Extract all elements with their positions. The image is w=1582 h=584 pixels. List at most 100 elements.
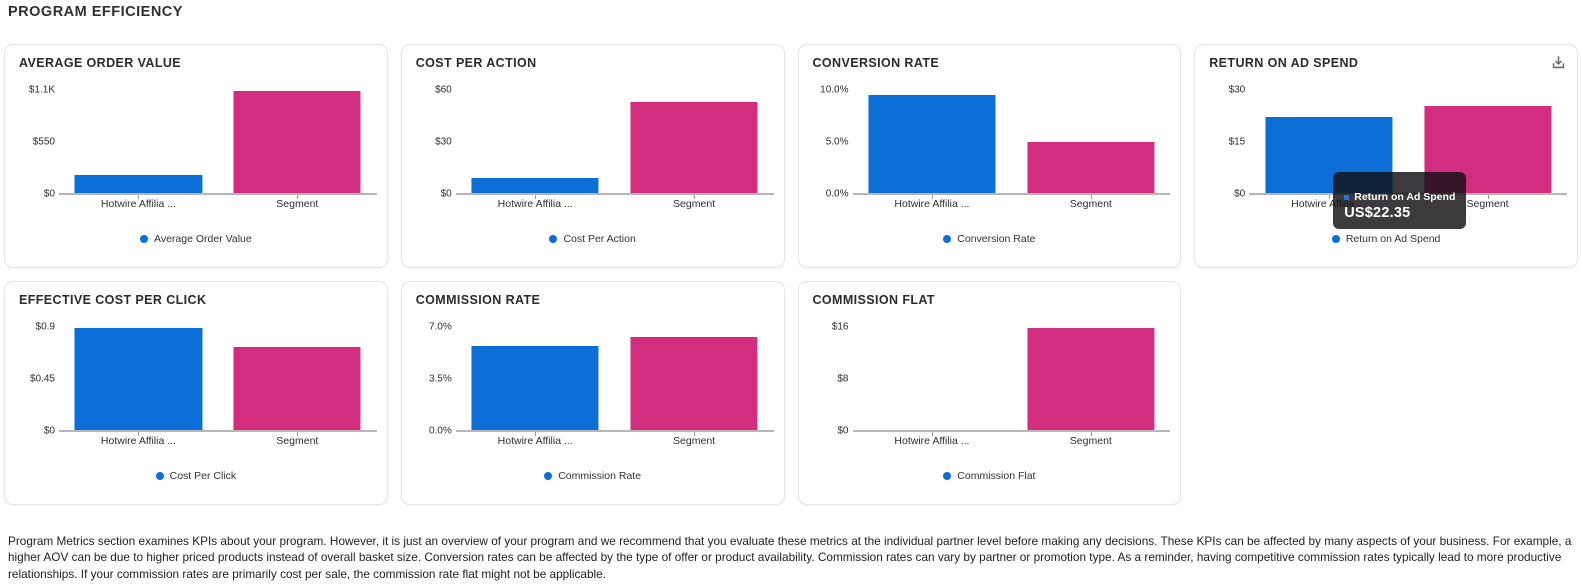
bar-hotwire-affiliate[interactable] [471, 178, 599, 194]
download-icon[interactable] [1550, 54, 1567, 71]
chart-card: COMMISSION RATE 7.0% 3.5% 0.0% [400, 281, 785, 505]
y-axis-tick-mid: $8 [837, 373, 849, 385]
x-axis-tick [1090, 195, 1092, 199]
y-axis-tick-max: $0.9 [35, 321, 55, 333]
x-axis-labels: Hotwire Affilia ... Segment [59, 435, 377, 447]
program-metrics-description: Program Metrics section examines KPIs ab… [8, 533, 1572, 581]
legend-label: Cost Per Click [169, 470, 237, 482]
legend-label: Return on Ad Spend [1345, 233, 1441, 245]
x-axis-label-hotwire: Hotwire Affilia ... [497, 435, 573, 447]
y-axis-tick-max: 7.0% [428, 321, 452, 333]
chart-title: CONVERSION RATE [812, 56, 940, 70]
chart-card: COST PER ACTION $60 $30 $0 Hot [400, 44, 785, 268]
y-axis: $1.1K $550 $0 [5, 85, 55, 200]
x-axis-label-segment: Segment [276, 435, 319, 447]
bar-segment[interactable] [233, 90, 361, 194]
bars-container [852, 90, 1171, 199]
tooltip-series-bullet-icon [1344, 194, 1350, 200]
plot-area: $30 $15 $0 [1195, 85, 1567, 200]
y-axis-tick-zero: $0 [43, 425, 55, 437]
chart-card: AVERAGE ORDER VALUE $1.1K $550 $0 [4, 44, 388, 268]
bars-container [59, 90, 377, 199]
legend-item[interactable]: Return on Ad Spend [1195, 233, 1577, 245]
chart-card-header: CONVERSION RATE [813, 56, 1171, 70]
category-band-segment [218, 90, 377, 194]
bars-container [455, 90, 774, 199]
category-band-hotwire [456, 327, 615, 431]
plot-area: $60 $30 $0 [402, 85, 774, 200]
x-axis-label-hotwire: Hotwire Affilia ... [497, 198, 573, 210]
chart-card: RETURN ON AD SPEND $30 $15 $0 [1194, 44, 1578, 268]
chart-card: CONVERSION RATE 10.0% 5.0% 0.0% [797, 44, 1182, 268]
chart-card: COMMISSION FLAT $16 $8 $0 Hotw [797, 281, 1182, 505]
x-axis-tick [297, 195, 299, 199]
y-axis-tick-max: $30 [1228, 84, 1246, 96]
legend-dot-icon [155, 472, 164, 480]
y-axis: $16 $8 $0 [799, 322, 849, 437]
y-axis-tick-max: $60 [435, 84, 452, 96]
y-axis-tick-zero: 0.0% [428, 425, 452, 437]
legend-item[interactable]: Cost Per Action [402, 233, 784, 245]
x-axis-tick [931, 195, 933, 199]
legend-label: Average Order Value [154, 233, 252, 245]
plot-area: 7.0% 3.5% 0.0% [402, 322, 774, 437]
legend-item[interactable]: Cost Per Click [5, 470, 387, 482]
category-band-segment [615, 90, 774, 194]
x-axis-tick [1328, 195, 1330, 199]
category-band-hotwire [456, 90, 615, 194]
y-axis-tick-mid: $550 [32, 136, 55, 148]
bar-hotwire-affiliate[interactable] [471, 346, 599, 431]
bar-segment[interactable] [233, 346, 361, 431]
tooltip-value: US$22.35 [1344, 205, 1411, 221]
chart-card: EFFECTIVE COST PER CLICK $0.9 $0.45 $0 [4, 281, 388, 505]
x-axis-label-hotwire: Hotwire Affilia ... [894, 198, 970, 210]
chart-card-header: RETURN ON AD SPEND [1209, 56, 1567, 71]
chart-tooltip: Return on Ad Spend US$22.35 [1333, 172, 1467, 229]
x-axis-tick [694, 432, 696, 436]
x-axis-line [852, 193, 1171, 195]
bars-container [1249, 90, 1567, 199]
x-axis-labels: Hotwire Affilia ... Segment [456, 435, 774, 447]
x-axis-line [59, 430, 377, 432]
chart-title: RETURN ON AD SPEND [1209, 56, 1359, 70]
legend-dot-icon [549, 235, 558, 243]
bar-segment[interactable] [630, 102, 758, 194]
chart-card-header: EFFECTIVE COST PER CLICK [19, 293, 377, 307]
x-axis-label-hotwire: Hotwire Affilia ... [894, 435, 970, 447]
legend-label: Commission Rate [558, 470, 642, 482]
legend-item[interactable]: Commission Flat [799, 470, 1181, 482]
category-band-hotwire [59, 90, 218, 194]
x-axis-tick [535, 432, 537, 436]
y-axis-tick-zero: $0 [43, 188, 55, 200]
bar-segment[interactable] [1027, 142, 1155, 194]
x-axis-tick [297, 432, 299, 436]
y-axis-tick-zero: 0.0% [825, 188, 849, 200]
y-axis-tick-mid: 5.0% [825, 136, 849, 148]
chart-card-header: COST PER ACTION [416, 56, 774, 70]
legend-item[interactable]: Average Order Value [5, 233, 387, 245]
x-axis-label-segment: Segment [1069, 198, 1112, 210]
bar-segment[interactable] [1027, 327, 1155, 431]
legend-dot-icon [943, 472, 952, 480]
legend-label: Cost Per Action [563, 233, 636, 245]
bar-hotwire-affiliate[interactable] [868, 95, 996, 194]
y-axis-tick-max: 10.0% [820, 84, 849, 96]
legend-item[interactable]: Commission Rate [402, 470, 784, 482]
bar-segment[interactable] [630, 337, 758, 431]
y-axis: 7.0% 3.5% 0.0% [402, 322, 452, 437]
y-axis-tick-zero: $0 [440, 188, 452, 200]
bar-hotwire-affiliate[interactable] [74, 328, 202, 431]
y-axis-tick-mid: $0.45 [29, 373, 55, 385]
chart-title: COMMISSION FLAT [812, 293, 935, 307]
category-band-hotwire [853, 90, 1012, 194]
legend-item[interactable]: Conversion Rate [799, 233, 1181, 245]
plot-area: $1.1K $550 $0 [5, 85, 377, 200]
category-band-hotwire [59, 327, 218, 431]
y-axis: 10.0% 5.0% 0.0% [799, 85, 849, 200]
chart-card-header: AVERAGE ORDER VALUE [19, 56, 377, 70]
chart-title: AVERAGE ORDER VALUE [19, 56, 182, 70]
x-axis-tick [1487, 195, 1489, 199]
bar-hotwire-affiliate[interactable] [74, 174, 202, 194]
chart-title: COST PER ACTION [415, 56, 537, 70]
x-axis-labels: Hotwire Affilia ... Segment [456, 198, 774, 210]
